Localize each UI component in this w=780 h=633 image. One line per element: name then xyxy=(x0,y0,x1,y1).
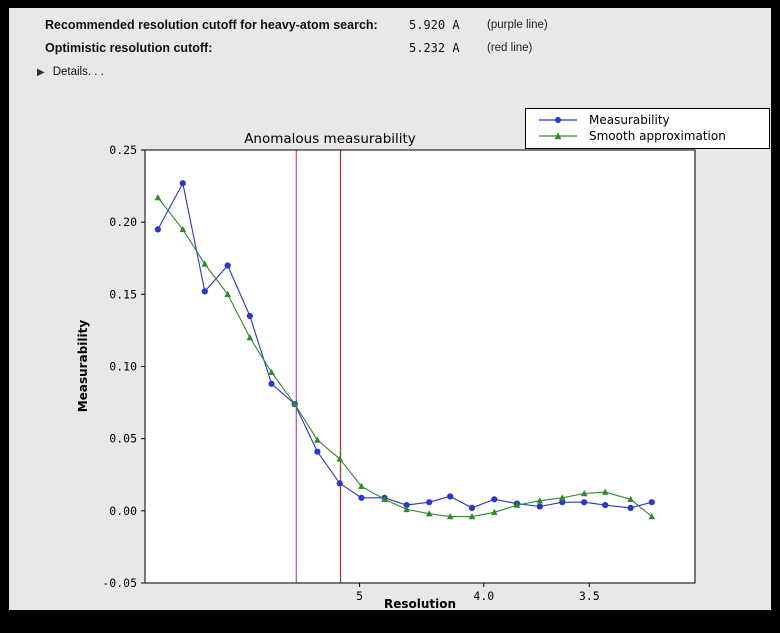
chart-title: Anomalous measurability xyxy=(244,131,416,147)
legend-entry-smooth-approximation: Smooth approximation xyxy=(536,128,763,144)
recommended-cutoff-note: (purple line) xyxy=(487,19,548,31)
x-axis-label: Resolution xyxy=(384,597,456,610)
disclosure-triangle-icon: ▶ xyxy=(37,66,45,78)
marker-triangle-icon xyxy=(201,260,209,267)
marker-circle-icon xyxy=(403,502,410,509)
y-tick-label: 0.05 xyxy=(109,432,137,446)
details-label: Details. . . xyxy=(52,66,104,78)
x-tick-label: 5 xyxy=(356,589,363,603)
marker-triangle-icon xyxy=(491,508,498,515)
marker-circle-icon xyxy=(268,380,275,387)
legend-entry-measurability: Measurability xyxy=(536,112,763,128)
marker-circle-icon xyxy=(491,496,498,503)
marker-circle-icon xyxy=(627,504,634,511)
optimistic-cutoff-note: (red line) xyxy=(487,42,533,54)
marker-circle-icon xyxy=(602,502,609,509)
marker-triangle-icon xyxy=(291,400,298,407)
marker-triangle-icon xyxy=(446,513,454,520)
y-tick-label: 0.25 xyxy=(109,143,137,157)
marker-circle-icon xyxy=(468,504,476,511)
marker-circle-icon xyxy=(581,499,588,506)
marker-triangle-icon xyxy=(580,489,588,497)
chart-figure: -0.05 0.00 0.05 0.10 0.15 0.20 0.25 5 4.0 3.5 Anom… xyxy=(14,98,770,610)
marker-triangle-icon xyxy=(336,455,344,462)
legend-label-smooth-approximation: Smooth approximation xyxy=(589,129,726,143)
legend-sample-smooth-approximation xyxy=(539,132,577,140)
legend-label-measurability: Measurability xyxy=(589,113,670,127)
plot-background xyxy=(145,150,695,583)
header-row-optimistic: Optimistic resolution cutoff: 5.232 A (r… xyxy=(45,41,765,59)
marker-circle-icon xyxy=(426,499,433,506)
x-tick-label: 4.0 xyxy=(473,589,494,603)
marker-circle-icon xyxy=(246,312,253,320)
app-panel: Recommended resolution cutoff for heavy-… xyxy=(9,8,771,610)
marker-triangle-icon xyxy=(358,482,365,489)
y-tick-label: 0.00 xyxy=(109,504,137,518)
marker-circle-icon xyxy=(154,226,161,233)
marker-circle-icon xyxy=(358,494,365,501)
marker-circle-icon xyxy=(179,180,186,187)
marker-triangle-icon xyxy=(425,510,433,517)
marker-circle-icon xyxy=(201,288,208,295)
marker-triangle-icon xyxy=(601,488,609,495)
marker-triangle-icon xyxy=(468,513,476,520)
marker-triangle-icon xyxy=(648,513,656,520)
marker-triangle-icon xyxy=(513,501,521,508)
details-disclosure[interactable]: ▶ Details. . . xyxy=(37,66,104,78)
y-axis-label: Measurability xyxy=(76,320,90,413)
y-tick-label: 0.10 xyxy=(109,360,137,374)
recommended-cutoff-label: Recommended resolution cutoff for heavy-… xyxy=(45,18,378,32)
marker-circle-icon xyxy=(447,493,454,500)
marker-triangle-icon xyxy=(627,495,634,502)
marker-triangle-icon xyxy=(154,194,162,201)
y-tick-label: -0.05 xyxy=(102,576,137,590)
optimistic-cutoff-label: Optimistic resolution cutoff: xyxy=(45,41,213,55)
marker-circle-icon xyxy=(536,503,543,510)
marker-triangle-icon xyxy=(403,505,410,513)
y-tick-label: 0.20 xyxy=(109,215,137,229)
marker-circle-icon xyxy=(224,262,231,269)
marker-circle-icon xyxy=(648,499,655,506)
chart-legend: Measurability Smooth approximation xyxy=(525,108,770,149)
recommended-cutoff-value: 5.920 A xyxy=(409,18,460,32)
y-tick-label: 0.15 xyxy=(109,287,137,301)
marker-triangle-icon xyxy=(268,368,275,375)
marker-triangle-icon xyxy=(224,290,231,297)
optimistic-cutoff-value: 5.232 A xyxy=(409,41,460,55)
marker-triangle-icon xyxy=(246,334,254,341)
x-tick-label: 3.5 xyxy=(579,589,600,603)
measurability-chart: -0.05 0.00 0.05 0.10 0.15 0.20 0.25 5 4.0 3.5 Anom… xyxy=(76,131,696,610)
marker-triangle-icon xyxy=(536,497,544,504)
marker-circle-icon xyxy=(314,448,321,455)
header-row-recommended: Recommended resolution cutoff for heavy-… xyxy=(45,18,765,36)
marker-triangle-icon xyxy=(381,495,388,502)
marker-triangle-icon xyxy=(314,436,321,443)
marker-triangle-icon xyxy=(179,225,187,233)
marker-circle-icon xyxy=(559,499,566,506)
marker-triangle-icon xyxy=(559,494,566,501)
legend-sample-measurability xyxy=(539,117,577,123)
marker-circle-icon xyxy=(336,480,343,487)
